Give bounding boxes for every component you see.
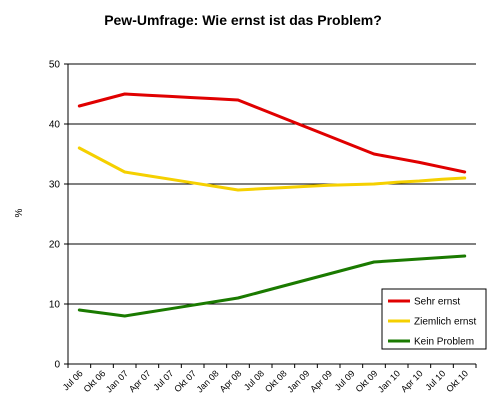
data-point-kein-problem — [100, 311, 104, 315]
series-line-kein-problem — [77, 254, 467, 318]
y-axis-label: % — [14, 208, 25, 217]
data-point-ziemlich-ernst — [440, 178, 444, 181]
x-tick-label: Okt 07 — [172, 368, 198, 394]
data-point-kein-problem — [440, 256, 444, 259]
data-point-ziemlich-ernst — [236, 188, 240, 192]
data-point-kein-problem — [395, 259, 398, 262]
data-point-kein-problem — [168, 307, 172, 310]
x-tick-label: Okt 09 — [354, 368, 380, 394]
series-line-sehr-ernst — [77, 92, 467, 174]
x-tick-label: Jul 10 — [423, 368, 447, 392]
x-tick-label: Apr 09 — [308, 368, 334, 394]
data-point-ziemlich-ernst — [304, 185, 308, 188]
data-point-sehr-ernst — [282, 116, 285, 120]
x-tick-label: Jul 09 — [333, 368, 357, 392]
data-point-kein-problem — [146, 311, 149, 314]
legend-label: Kein Problem — [414, 337, 474, 348]
data-point-ziemlich-ernst — [214, 185, 217, 188]
data-point-kein-problem — [418, 257, 421, 261]
legend-label: Ziemlich ernst — [414, 317, 476, 328]
x-tick-label: Okt 10 — [444, 368, 470, 394]
x-tick-label: Jul 08 — [242, 368, 266, 392]
y-tick-label: 40 — [49, 120, 61, 131]
data-point-ziemlich-ernst — [146, 174, 149, 177]
y-tick-label: 10 — [49, 300, 61, 311]
chart-title: Pew-Umfrage: Wie ernst ist das Problem? — [104, 12, 382, 28]
series-lines — [77, 92, 467, 318]
x-tick-label: Jan 08 — [195, 368, 221, 394]
data-point-ziemlich-ernst — [78, 146, 81, 150]
data-point-kein-problem — [372, 260, 376, 264]
y-tick-label: 30 — [49, 180, 61, 191]
data-point-sehr-ernst — [418, 161, 421, 164]
data-point-kein-problem — [350, 266, 353, 270]
x-tick-label: Jan 07 — [104, 368, 130, 394]
data-point-sehr-ernst — [100, 98, 104, 102]
data-point-ziemlich-ernst — [168, 178, 172, 181]
x-tick-label: Apr 07 — [127, 368, 153, 394]
data-point-ziemlich-ernst — [100, 158, 104, 162]
data-point-ziemlich-ernst — [282, 186, 285, 189]
data-point-sehr-ernst — [259, 107, 262, 111]
data-point-ziemlich-ernst — [395, 181, 398, 184]
legend-box — [381, 288, 487, 350]
data-point-sehr-ernst — [168, 95, 172, 98]
data-point-sehr-ernst — [191, 96, 194, 99]
data-point-kein-problem — [78, 308, 81, 312]
data-point-kein-problem — [123, 314, 126, 318]
x-tick-label: Jan 10 — [376, 368, 402, 394]
data-point-ziemlich-ernst — [463, 176, 466, 180]
data-point-kein-problem — [282, 284, 285, 288]
data-point-ziemlich-ernst — [191, 181, 194, 184]
data-point-kein-problem — [214, 300, 217, 303]
data-point-sehr-ernst — [372, 152, 376, 156]
legend: Sehr ernst Ziemlich ernst Kein Problem — [381, 288, 487, 350]
data-point-kein-problem — [327, 272, 330, 276]
data-point-sehr-ernst — [236, 98, 240, 102]
data-point-sehr-ernst — [123, 92, 126, 96]
data-point-ziemlich-ernst — [259, 187, 262, 190]
grid — [68, 63, 476, 305]
data-point-ziemlich-ernst — [123, 170, 126, 174]
data-point-kein-problem — [236, 296, 240, 300]
data-point-ziemlich-ernst — [372, 182, 376, 186]
data-point-sehr-ernst — [395, 157, 398, 160]
data-point-kein-problem — [191, 304, 194, 307]
data-point-sehr-ernst — [327, 134, 330, 138]
data-point-sehr-ernst — [463, 170, 466, 174]
data-point-ziemlich-ernst — [418, 179, 421, 183]
x-tick-label: Apr 10 — [399, 368, 425, 394]
data-point-kein-problem — [304, 278, 308, 282]
data-point-sehr-ernst — [440, 166, 444, 169]
x-tick-label: Jul 06 — [61, 368, 85, 392]
x-tick-label: Okt 06 — [82, 368, 108, 394]
x-tick-label: Jan 09 — [285, 368, 311, 394]
data-point-sehr-ernst — [78, 104, 81, 108]
data-point-sehr-ernst — [304, 125, 308, 129]
x-tick-label: Jul 07 — [151, 368, 175, 392]
x-tick-label: Apr 08 — [218, 368, 244, 394]
series-line-ziemlich-ernst — [77, 146, 467, 192]
y-tick-label: 0 — [54, 360, 60, 371]
x-tick-label: Okt 08 — [263, 368, 289, 394]
data-point-sehr-ernst — [214, 97, 217, 101]
y-tick-label: 20 — [49, 240, 61, 251]
data-point-kein-problem — [463, 254, 466, 258]
data-point-sehr-ernst — [146, 94, 149, 97]
data-point-sehr-ernst — [350, 143, 353, 147]
data-point-ziemlich-ernst — [350, 183, 353, 186]
data-point-ziemlich-ernst — [327, 184, 330, 187]
legend-label: Sehr ernst — [414, 297, 460, 308]
y-tick-label: 50 — [49, 60, 61, 71]
data-point-kein-problem — [259, 290, 262, 294]
